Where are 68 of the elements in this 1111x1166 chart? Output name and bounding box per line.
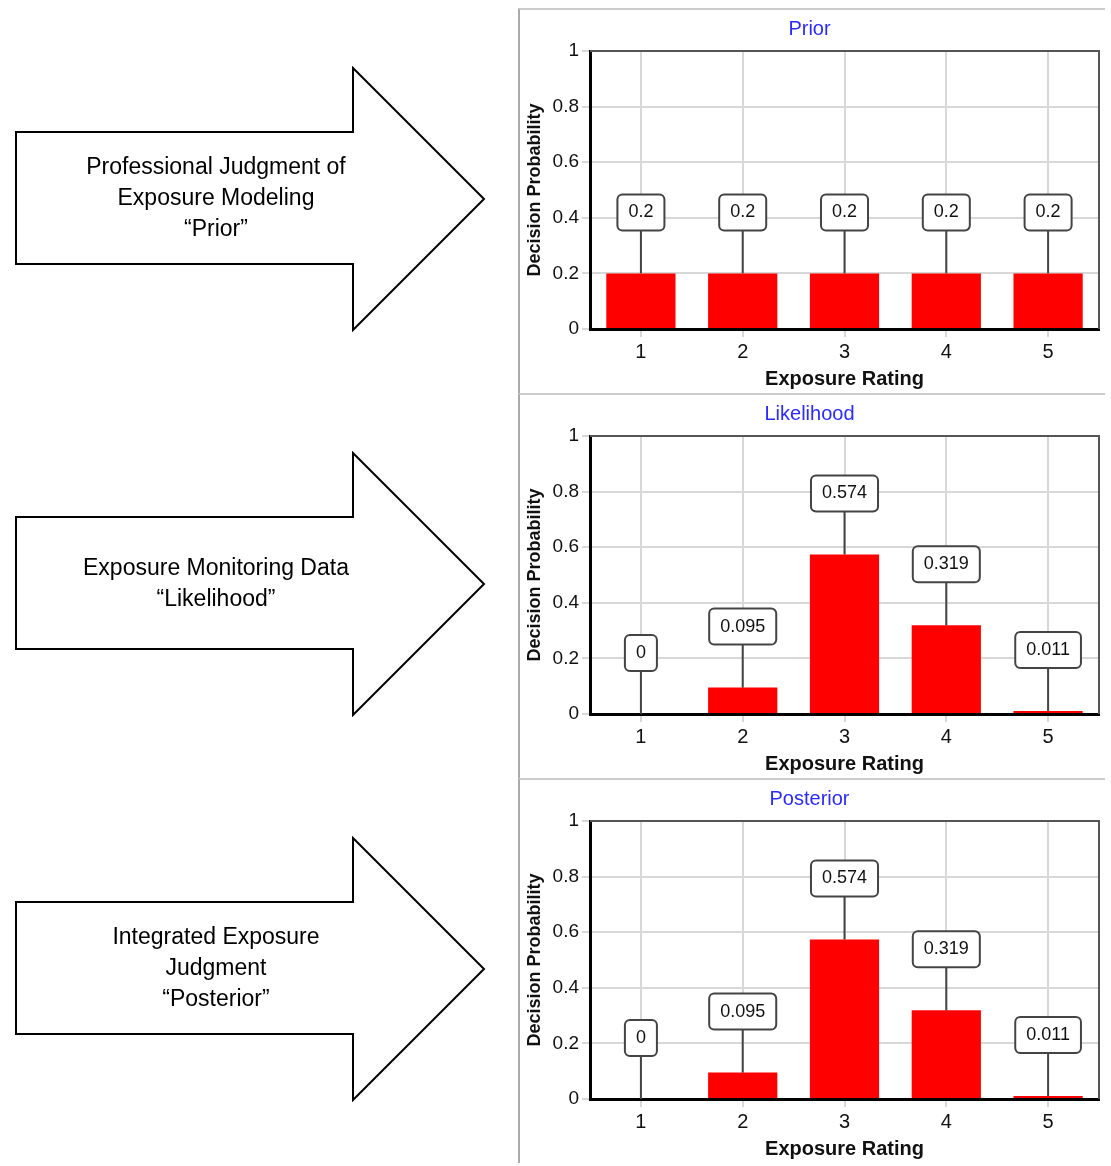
data-label: 0.2 bbox=[730, 200, 756, 221]
data-label: 0.2 bbox=[933, 200, 959, 221]
y-tick-label: 1 bbox=[568, 38, 580, 60]
bar bbox=[708, 1072, 778, 1098]
data-label: 0.574 bbox=[821, 866, 868, 887]
data-label: 0.011 bbox=[1026, 638, 1070, 659]
y-tick-label: 1 bbox=[568, 423, 580, 445]
y-tick-label: 0.4 bbox=[552, 975, 580, 997]
y-axis-title: Decision Probability bbox=[523, 872, 544, 1047]
y-tick-label: 0.2 bbox=[552, 261, 580, 283]
x-tick-label: 1 bbox=[635, 724, 647, 747]
data-label: 0 bbox=[635, 1026, 646, 1047]
data-label: 0.319 bbox=[923, 552, 969, 573]
y-tick-label: 0.2 bbox=[552, 646, 580, 668]
x-tick-label: 2 bbox=[737, 1109, 749, 1132]
bar bbox=[708, 687, 778, 713]
x-tick-label: 2 bbox=[737, 339, 749, 362]
bar bbox=[809, 553, 880, 713]
y-tick-label: 0 bbox=[568, 701, 580, 723]
y-tick-label: 0.4 bbox=[552, 205, 580, 227]
x-axis-title: Exposure Rating bbox=[765, 366, 924, 389]
y-tick-label: 0.2 bbox=[552, 1031, 580, 1053]
y-tick-label: 0.8 bbox=[552, 864, 580, 886]
bar bbox=[911, 1009, 981, 1098]
x-tick-label: 4 bbox=[940, 724, 952, 747]
bar bbox=[1013, 710, 1083, 713]
text: Integrated Exposure Judgment “Posterior” bbox=[112, 922, 320, 1013]
data-label: 0.011 bbox=[1026, 1023, 1070, 1044]
x-tick-label: 5 bbox=[1042, 1109, 1054, 1132]
x-tick-label: 2 bbox=[737, 724, 749, 747]
text: Professional Judgment of Exposure Modeling “Prior” bbox=[86, 152, 346, 243]
x-tick-label: 5 bbox=[1042, 724, 1054, 747]
x-axis-title: Exposure Rating bbox=[765, 1136, 924, 1159]
chart-title: Prior bbox=[788, 16, 831, 39]
bar bbox=[1013, 1095, 1083, 1098]
bar bbox=[911, 624, 981, 713]
y-tick-label: 0 bbox=[568, 316, 580, 338]
x-tick-label: 3 bbox=[838, 339, 851, 362]
y-tick-label: 0.6 bbox=[552, 149, 580, 171]
x-tick-label: 3 bbox=[838, 724, 851, 747]
x-axis-title: Exposure Rating bbox=[765, 751, 924, 774]
data-label: 0.574 bbox=[821, 481, 868, 502]
data-label: 0.319 bbox=[923, 937, 969, 958]
text: Exposure Monitoring Data “Likelihood” bbox=[83, 552, 349, 613]
y-tick-label: 0.8 bbox=[552, 94, 580, 116]
x-tick-label: 1 bbox=[635, 1109, 647, 1132]
y-tick-label: 0.8 bbox=[552, 479, 580, 501]
data-label: 0.095 bbox=[720, 615, 766, 636]
x-tick-label: 3 bbox=[838, 1109, 851, 1132]
data-label: 0 bbox=[635, 641, 646, 662]
x-tick-label: 5 bbox=[1042, 339, 1054, 362]
chart-title: Posterior bbox=[769, 786, 850, 809]
x-tick-label: 1 bbox=[635, 339, 647, 362]
y-tick-label: 0.6 bbox=[552, 534, 580, 556]
data-label: 0.2 bbox=[1035, 200, 1061, 221]
data-label: 0.2 bbox=[628, 200, 654, 221]
chart-title: Likelihood bbox=[764, 401, 855, 424]
y-tick-label: 1 bbox=[568, 808, 580, 830]
y-tick-label: 0 bbox=[568, 1086, 580, 1108]
x-tick-label: 4 bbox=[940, 339, 952, 362]
y-axis-title: Decision Probability bbox=[523, 102, 544, 277]
data-label: 0.095 bbox=[720, 1000, 766, 1021]
y-tick-label: 0.4 bbox=[552, 590, 580, 612]
y-axis-title: Decision Probability bbox=[523, 487, 544, 662]
y-tick-label: 0.6 bbox=[552, 919, 580, 941]
data-label: 0.2 bbox=[831, 200, 858, 221]
x-tick-label: 4 bbox=[940, 1109, 952, 1132]
bar bbox=[809, 938, 880, 1098]
